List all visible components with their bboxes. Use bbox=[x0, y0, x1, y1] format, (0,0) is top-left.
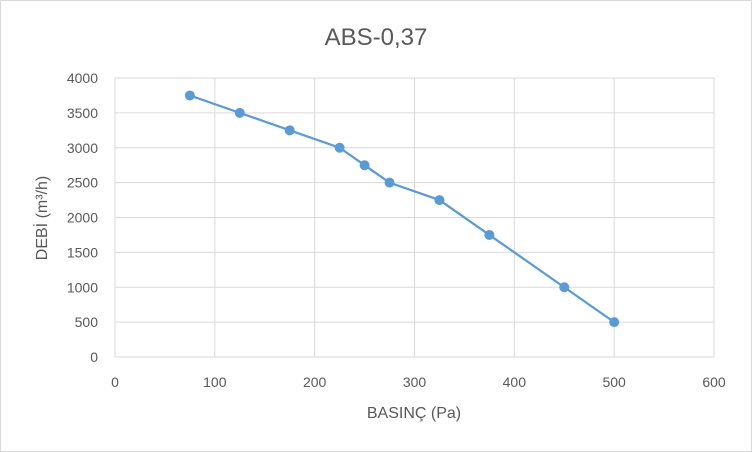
data-point bbox=[284, 125, 295, 136]
y-tick-label: 2500 bbox=[67, 175, 98, 191]
chart-title: ABS-0,37 bbox=[325, 24, 428, 51]
x-tick-label: 300 bbox=[403, 374, 427, 390]
y-tick-label: 0 bbox=[90, 349, 98, 365]
x-tick-label: 200 bbox=[303, 374, 327, 390]
x-tick-label: 400 bbox=[503, 374, 527, 390]
x-tick-label: 100 bbox=[203, 374, 227, 390]
grid-lines bbox=[114, 77, 715, 358]
x-tick-label: 600 bbox=[702, 374, 726, 390]
data-point bbox=[434, 195, 445, 206]
data-point bbox=[184, 90, 195, 101]
data-point bbox=[384, 177, 395, 188]
data-point bbox=[609, 317, 620, 328]
axis-ticks: 0 100 200 300 400 500 600 0 500 1000 1500 2000 2500 3… bbox=[67, 70, 726, 390]
data-point bbox=[234, 107, 245, 118]
y-tick-label: 3500 bbox=[67, 105, 98, 121]
series-line bbox=[189, 94, 615, 324]
series-layer bbox=[184, 90, 620, 328]
x-tick-label: 500 bbox=[602, 374, 626, 390]
y-tick-label: 1000 bbox=[67, 279, 98, 295]
data-point bbox=[359, 160, 370, 171]
y-tick-label: 4000 bbox=[67, 70, 98, 86]
y-tick-label: 500 bbox=[75, 314, 99, 330]
x-axis-label: BASINÇ (Pa) bbox=[367, 405, 461, 422]
data-point bbox=[559, 282, 570, 293]
x-tick-label: 0 bbox=[111, 374, 119, 390]
data-point bbox=[334, 142, 345, 153]
data-point bbox=[484, 229, 495, 240]
y-tick-label: 1500 bbox=[67, 244, 98, 260]
y-tick-label: 3000 bbox=[67, 140, 98, 156]
y-axis-label: DEBİ (m³/h) bbox=[32, 176, 51, 260]
y-tick-label: 2000 bbox=[67, 210, 98, 226]
